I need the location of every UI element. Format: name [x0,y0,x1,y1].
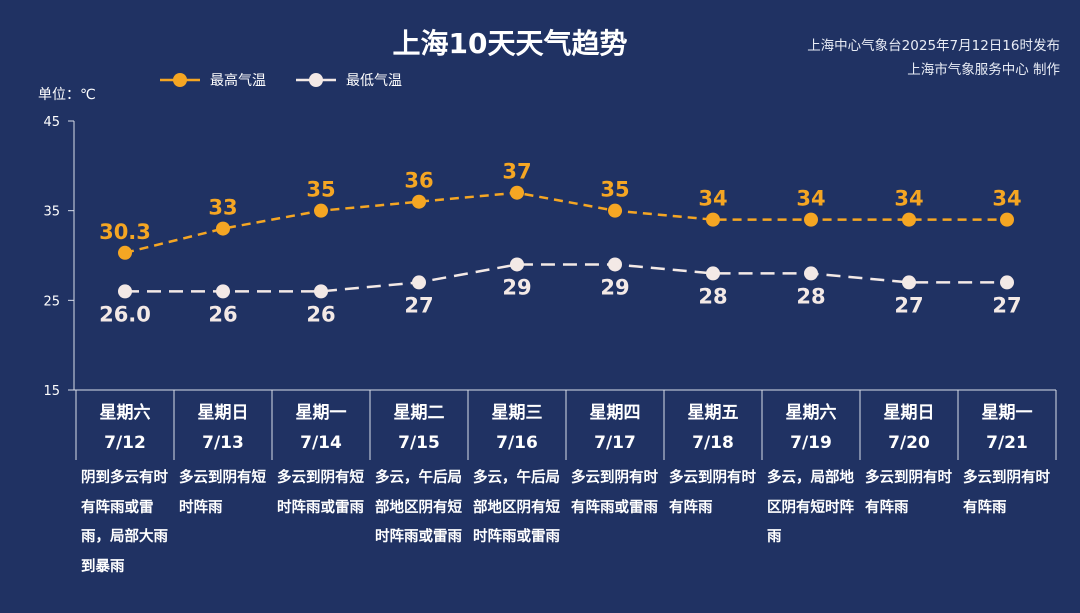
weather-description: 多云，午后局部地区阴有短时阵雨或雷雨 [473,470,560,545]
day-header: 星期日 7/20 [860,398,958,458]
weekday-label: 星期二 [393,403,445,423]
weekday-label: 星期日 [883,403,935,423]
date-label: 7/19 [790,433,832,453]
low-temp-label: 29 [502,275,531,299]
publish-info: 上海中心气象台2025年7月12日16时发布 上海市气象服务中心 制作 [807,34,1060,82]
high-temp-point [804,212,818,227]
low-temp-point [902,275,916,290]
day-header: 星期四 7/17 [566,398,664,458]
high-temp-point [902,212,916,227]
date-label: 7/12 [104,433,146,453]
high-temp-label: 34 [894,187,923,211]
weekday-label: 星期一 [295,403,347,423]
low-temp-label: 26 [208,302,237,326]
y-axis-unit: 单位：℃ [38,87,96,103]
legend-high: 最高气温 [160,70,266,90]
day-header: 星期六 7/19 [762,398,860,458]
weather-description: 多云到阴有时有阵雨 [865,470,952,516]
low-temp-point [608,257,622,272]
weekday-label: 星期日 [197,403,249,423]
legend-high-label: 最高气温 [210,73,266,89]
date-label: 7/20 [888,433,930,453]
high-temp-label: 35 [600,178,629,202]
producer-line: 上海市气象服务中心 制作 [907,62,1060,78]
low-temp-point [706,266,720,281]
publish-line: 上海中心气象台2025年7月12日16时发布 [807,38,1060,54]
high-temp-line [124,191,1007,255]
weather-description: 多云到阴有短时阵雨 [179,470,266,516]
low-temp-point [804,266,818,281]
weather-description: 多云到阴有时有阵雨或雷雨 [571,470,658,516]
low-temp-label: 28 [698,284,727,308]
high-temp-point [706,212,720,227]
high-temp-point [118,245,132,260]
date-label: 7/14 [300,433,342,453]
low-temp-line [125,263,1007,293]
legend: 最高气温 最低气温 [160,70,402,90]
high-temp-point [216,221,230,236]
y-tick-label: 15 [43,384,60,399]
high-temp-label: 35 [306,178,335,202]
date-label: 7/17 [594,433,636,453]
weather-description: 多云到阴有时有阵雨 [963,470,1050,516]
weekday-label: 星期一 [981,403,1033,423]
low-temp-point [314,284,328,299]
date-label: 7/13 [202,433,244,453]
low-temp-point [412,275,426,290]
day-header: 星期日 7/13 [174,398,272,458]
low-temp-label: 26 [306,302,335,326]
high-temp-point [412,194,426,209]
high-temp-point [608,203,622,218]
low-temp-point [510,257,524,272]
high-temp-point [314,203,328,218]
day-header: 星期三 7/16 [468,398,566,458]
high-temp-label: 34 [698,187,727,211]
legend-low: 最低气温 [296,70,402,90]
low-temp-label: 28 [796,284,825,308]
day-header: 星期二 7/15 [370,398,468,458]
weather-description: 多云，午后局部地区阴有短时阵雨或雷雨 [375,470,462,545]
high-temp-label: 30.3 [99,220,151,244]
high-temp-label: 36 [404,169,433,193]
low-temp-label: 26.0 [99,302,151,326]
date-label: 7/18 [692,433,734,453]
high-temp-point [1000,212,1014,227]
low-temp-label: 27 [894,293,923,317]
chart-title: 上海10天天气趋势 [392,27,628,60]
date-label: 7/16 [496,433,538,453]
high-temp-label: 33 [208,196,237,220]
low-temp-label: 27 [404,293,433,317]
low-temp-point [118,284,132,299]
weekday-label: 星期四 [589,403,641,423]
weekday-label: 星期五 [687,403,739,423]
high-temp-label: 34 [992,187,1021,211]
low-temp-point [1000,275,1014,290]
high-temp-label: 34 [796,187,825,211]
high-temp-point [510,185,524,200]
date-label: 7/21 [986,433,1028,453]
y-tick-label: 45 [43,115,60,130]
weekday-label: 星期三 [491,403,543,423]
weather-description: 多云，局部地区阴有短时阵雨 [767,470,854,545]
date-label: 7/15 [398,433,440,453]
day-header: 星期一 7/21 [958,398,1056,458]
legend-low-marker-icon [296,73,336,87]
weekday-label: 星期六 [99,403,151,423]
legend-high-marker-icon [160,73,200,87]
weather-description: 多云到阴有时有阵雨 [669,470,756,516]
low-temp-point [216,284,230,299]
weekday-label: 星期六 [785,403,837,423]
day-header: 星期六 7/12 [76,398,174,458]
day-header: 星期一 7/14 [272,398,370,458]
weather-description: 多云到阴有短时阵雨或雷雨 [277,470,364,516]
y-tick-label: 25 [43,294,60,309]
low-temp-label: 29 [600,275,629,299]
weather-description: 阴到多云有时有阵雨或雷雨，局部大雨到暴雨 [81,470,168,575]
day-header: 星期五 7/18 [664,398,762,458]
high-temp-label: 37 [502,160,531,184]
y-tick-label: 35 [43,205,60,220]
low-temp-label: 27 [992,293,1021,317]
legend-low-label: 最低气温 [346,73,402,89]
